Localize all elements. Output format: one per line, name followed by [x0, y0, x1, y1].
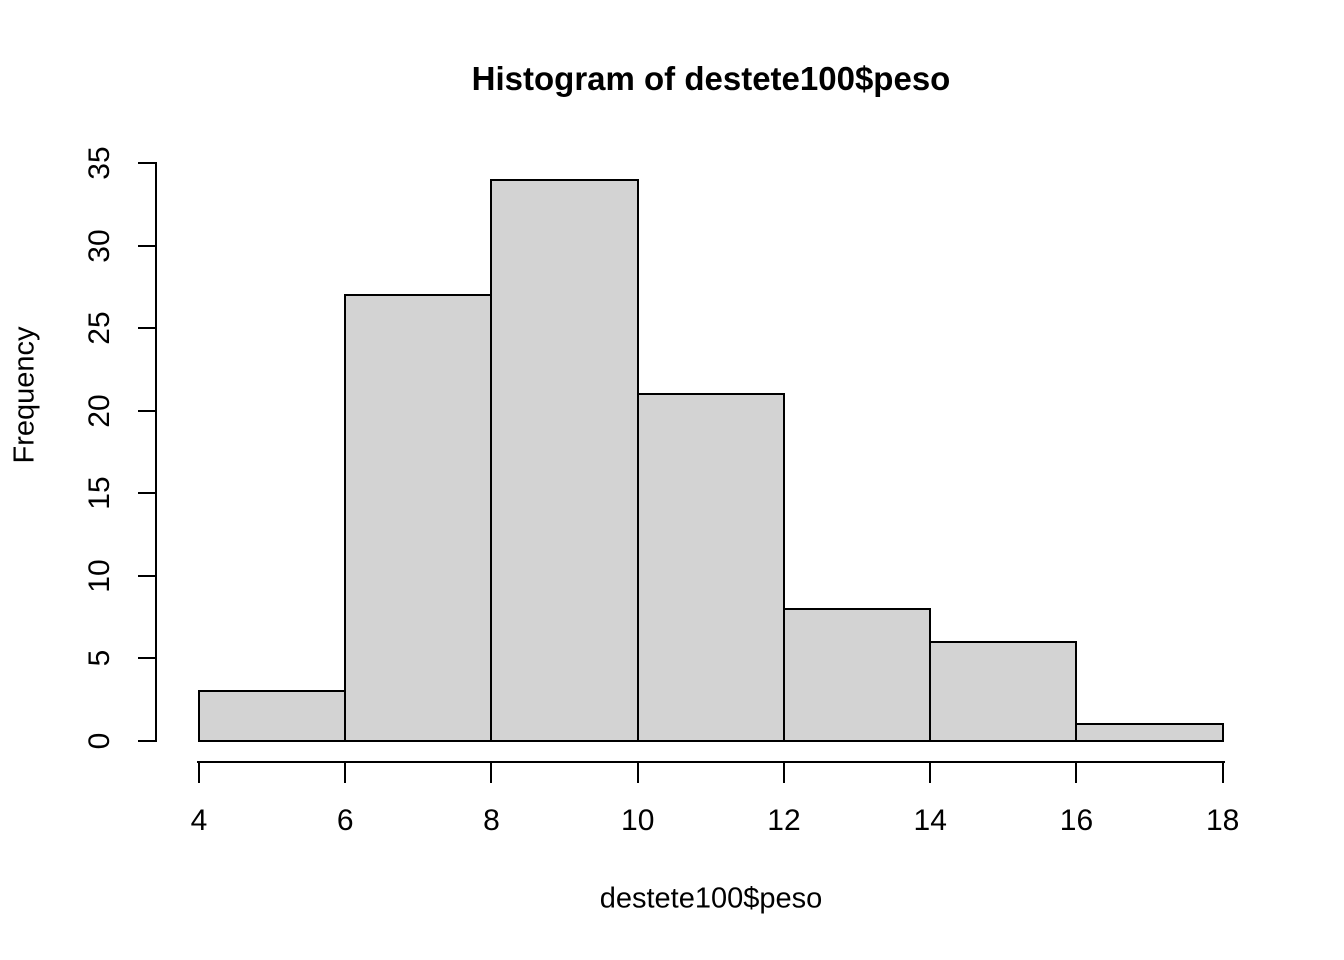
x-tick-label: 14	[913, 804, 947, 837]
y-tick-label: 25	[83, 311, 116, 345]
x-tick	[1221, 761, 1224, 783]
x-tick-label: 12	[767, 804, 801, 837]
histogram-bar	[1075, 723, 1224, 742]
y-tick-label: 20	[83, 393, 116, 428]
histogram-bar	[782, 607, 932, 742]
x-axis-title: destete100$peso	[599, 882, 823, 915]
chart-title: Histogram of destete100$peso	[471, 60, 951, 97]
y-tick	[138, 244, 157, 247]
x-tick-label: 6	[336, 804, 354, 837]
y-axis-title: Frequency	[8, 326, 41, 464]
y-tick-label: 0	[83, 732, 116, 749]
histogram-bar	[636, 393, 785, 742]
x-tick-label: 8	[483, 804, 500, 837]
x-tick-label: 10	[621, 804, 655, 837]
x-tick-label: 4	[190, 804, 208, 837]
x-tick-label: 16	[1059, 804, 1094, 837]
y-tick	[138, 162, 157, 164]
x-tick	[198, 761, 200, 783]
y-tick-label: 5	[83, 649, 116, 667]
x-tick	[782, 761, 785, 783]
y-tick	[138, 574, 157, 577]
y-tick	[138, 327, 157, 330]
histogram-bar	[929, 640, 1078, 742]
y-tick	[138, 739, 157, 742]
y-tick	[138, 492, 157, 495]
y-tick-label: 10	[83, 558, 116, 593]
y-tick-label: 35	[83, 146, 116, 180]
histogram-bar	[490, 178, 639, 742]
x-tick-label: 18	[1206, 804, 1240, 837]
x-tick	[1075, 761, 1078, 783]
y-tick-label: 15	[83, 476, 116, 510]
x-tick	[929, 761, 932, 783]
x-tick	[490, 761, 493, 783]
y-tick	[138, 409, 157, 412]
histogram-bar	[344, 294, 493, 742]
y-tick	[138, 657, 157, 660]
x-tick	[344, 761, 347, 783]
y-tick-label: 30	[83, 228, 116, 263]
y-axis-line	[155, 162, 157, 742]
x-tick	[636, 761, 639, 783]
histogram-bar	[198, 690, 347, 742]
x-axis-line	[197, 761, 1225, 763]
